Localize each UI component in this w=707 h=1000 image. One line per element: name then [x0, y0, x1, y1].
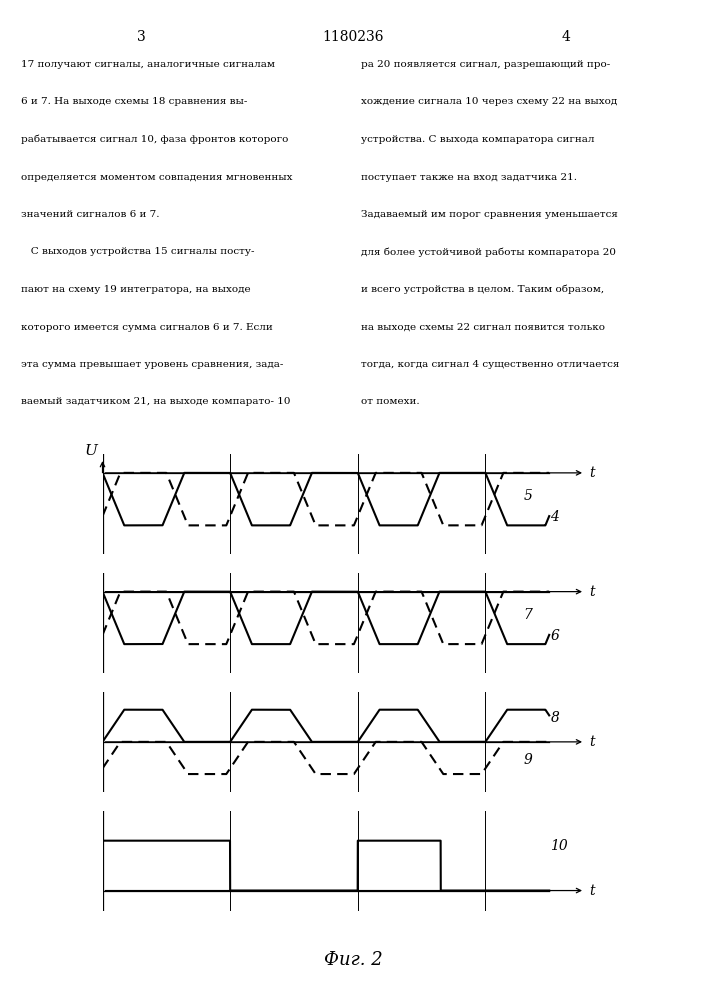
Text: 7: 7 [524, 608, 532, 622]
Text: Фиг. 2: Фиг. 2 [324, 951, 383, 969]
Text: 10: 10 [551, 839, 568, 853]
Text: ра 20 появляется сигнал, разрешающий про-: ра 20 появляется сигнал, разрешающий про… [361, 60, 610, 69]
Text: рабатывается сигнал 10, фаза фронтов которого: рабатывается сигнал 10, фаза фронтов кот… [21, 135, 288, 144]
Text: U: U [85, 444, 98, 458]
Text: 6: 6 [551, 629, 559, 643]
Text: эта сумма превышает уровень сравнения, зада-: эта сумма превышает уровень сравнения, з… [21, 360, 284, 369]
Text: t: t [589, 884, 595, 898]
Text: тогда, когда сигнал 4 существенно отличается: тогда, когда сигнал 4 существенно отлича… [361, 360, 619, 369]
Text: 6 и 7. На выходе схемы 18 сравнения вы-: 6 и 7. На выходе схемы 18 сравнения вы- [21, 98, 247, 106]
Text: С выходов устройства 15 сигналы посту-: С выходов устройства 15 сигналы посту- [21, 247, 255, 256]
Text: хождение сигнала 10 через схему 22 на выход: хождение сигнала 10 через схему 22 на вы… [361, 98, 617, 106]
Text: устройства. С выхода компаратора сигнал: устройства. С выхода компаратора сигнал [361, 135, 594, 144]
Text: 4: 4 [561, 30, 570, 44]
Text: на выходе схемы 22 сигнал появится только: на выходе схемы 22 сигнал появится тольк… [361, 322, 604, 332]
Text: и всего устройства в целом. Таким образом,: и всего устройства в целом. Таким образо… [361, 285, 604, 294]
Text: для более устойчивой работы компаратора 20: для более устойчивой работы компаратора … [361, 247, 616, 257]
Text: 9: 9 [524, 753, 532, 767]
Text: 8: 8 [551, 711, 559, 725]
Text: 17 получают сигналы, аналогичные сигналам: 17 получают сигналы, аналогичные сигнала… [21, 60, 275, 69]
Text: 5: 5 [524, 489, 532, 503]
Text: Задаваемый им порог сравнения уменьшается: Задаваемый им порог сравнения уменьшаетс… [361, 210, 617, 219]
Text: определяется моментом совпадения мгновенных: определяется моментом совпадения мгновен… [21, 173, 293, 182]
Text: которого имеется сумма сигналов 6 и 7. Если: которого имеется сумма сигналов 6 и 7. Е… [21, 322, 273, 332]
Text: 4: 4 [551, 510, 559, 524]
Text: от помехи.: от помехи. [361, 397, 419, 406]
Text: пают на схему 19 интегратора, на выходе: пают на схему 19 интегратора, на выходе [21, 285, 251, 294]
Text: поступает также на вход задатчика 21.: поступает также на вход задатчика 21. [361, 173, 577, 182]
Text: 1180236: 1180236 [323, 30, 384, 44]
Text: значений сигналов 6 и 7.: значений сигналов 6 и 7. [21, 210, 160, 219]
Text: t: t [589, 585, 595, 599]
Text: ваемый задатчиком 21, на выходе компарато- 10: ваемый задатчиком 21, на выходе компарат… [21, 397, 291, 406]
Text: t: t [589, 735, 595, 749]
Text: t: t [589, 466, 595, 480]
Text: 3: 3 [137, 30, 146, 44]
